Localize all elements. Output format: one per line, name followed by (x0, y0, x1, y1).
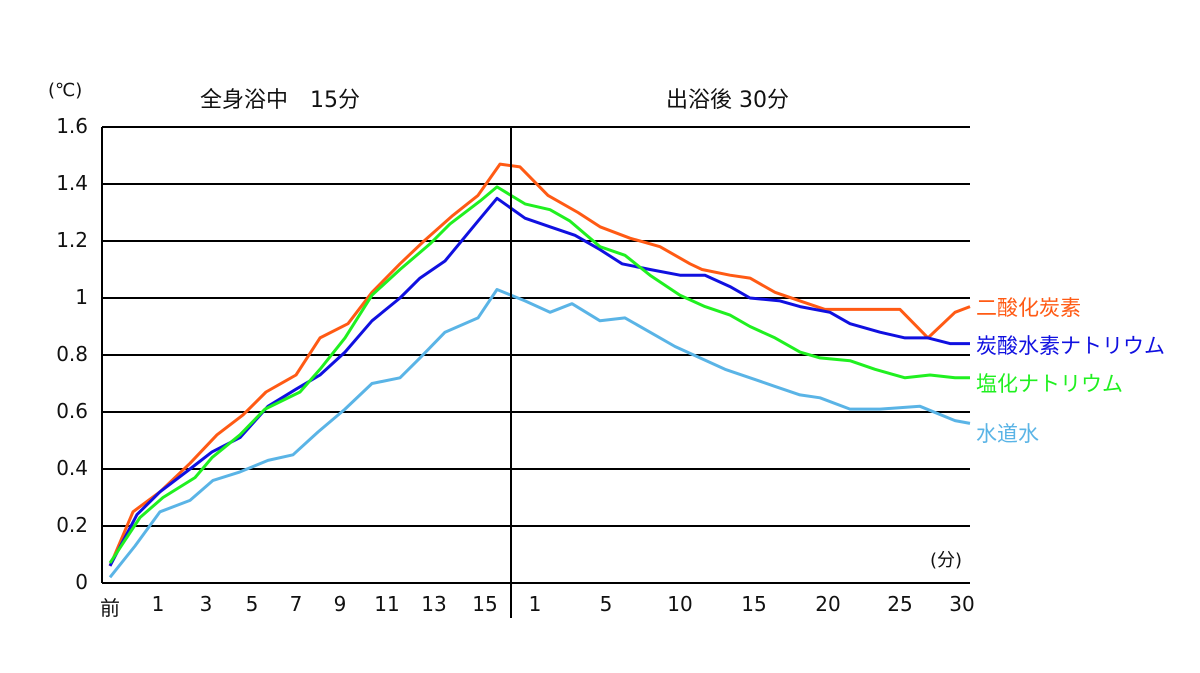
series-line (108, 288, 971, 579)
x-tick-bath: 1 (151, 592, 165, 616)
y-tick-label: 1.2 (56, 228, 88, 252)
x-tick-after: 5 (599, 592, 613, 616)
x-tick-bath: 15 (472, 592, 498, 616)
series-line (108, 162, 971, 567)
legend-item: 塩化ナトリウム (976, 372, 1123, 396)
x-tick-after: 15 (741, 592, 767, 616)
y-tick-label: 0.6 (56, 399, 88, 423)
series-line (108, 196, 970, 567)
x-tick-after: 10 (667, 592, 693, 616)
legend-item: 炭酸水素ナトリウム (976, 334, 1165, 358)
title-after-bath: 出浴後 30分 (666, 88, 789, 113)
x-axis-unit: (分) (930, 550, 963, 571)
x-tick-bath: 3 (199, 592, 213, 616)
y-tick-label: 0.2 (56, 513, 88, 537)
x-tick-bath: 5 (245, 592, 259, 616)
axes (101, 127, 970, 618)
y-tick-label: 0.4 (56, 456, 88, 480)
x-tick-bath: 前 (100, 596, 120, 620)
x-tick-after: 30 (949, 592, 975, 616)
x-tick-bath: 9 (333, 592, 347, 616)
series-lines (108, 162, 971, 579)
title-bath: 全身浴中 15分 (200, 88, 360, 113)
grid-lines (102, 126, 970, 527)
x-tick-after: 20 (815, 592, 841, 616)
y-tick-label: 0 (75, 570, 88, 594)
x-tick-after: 1 (528, 592, 542, 616)
y-tick-label: 1.6 (56, 114, 88, 138)
series-line (108, 185, 970, 564)
x-tick-bath: 13 (421, 592, 447, 616)
y-tick-label: 0.8 (56, 342, 88, 366)
x-tick-after: 25 (887, 592, 913, 616)
legend-item: 二酸化炭素 (976, 296, 1081, 320)
x-tick-bath: 7 (289, 592, 303, 616)
y-axis-unit: (℃) (48, 80, 83, 101)
legend-item: 水道水 (976, 422, 1039, 446)
y-tick-label: 1.4 (56, 171, 88, 195)
y-tick-label: 1 (75, 285, 88, 309)
x-tick-bath: 11 (374, 592, 400, 616)
